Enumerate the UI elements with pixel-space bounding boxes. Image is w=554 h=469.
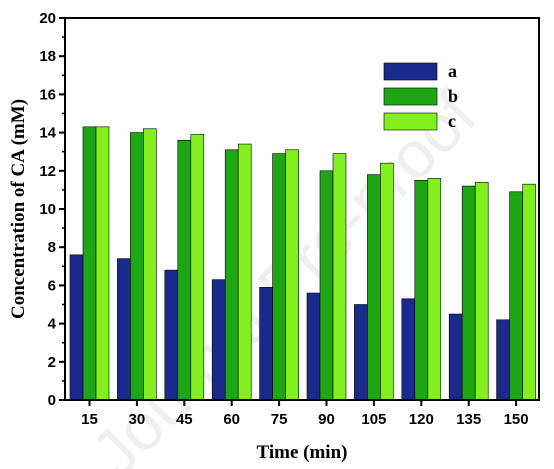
x-tick-label: 75 (271, 411, 288, 428)
y-tick-label: 16 (39, 86, 56, 103)
bar-b-135 (461, 185, 476, 401)
bar-a-150 (496, 319, 510, 401)
bar-a-120 (401, 298, 416, 401)
legend: abc (383, 61, 458, 131)
y-tick-label: 2 (48, 354, 56, 371)
bar-a-45 (164, 269, 179, 401)
x-axis-title: Time (min) (257, 442, 348, 463)
bar-c-150 (522, 183, 536, 401)
legend-label-c: c (448, 111, 456, 131)
y-axis-title: Concentration of CA (mM) (8, 99, 29, 319)
bar-c-45 (190, 134, 205, 401)
legend-label-b: b (448, 86, 458, 106)
x-tick-label: 30 (129, 411, 146, 428)
x-tick-label: 150 (504, 411, 529, 428)
legend-label-a: a (448, 61, 457, 81)
bar-a-15 (69, 254, 84, 401)
bar-a-105 (354, 304, 368, 401)
bar-c-15 (95, 126, 110, 401)
bar-c-30 (143, 128, 157, 401)
bars-group (69, 126, 536, 401)
bar-a-30 (117, 258, 131, 401)
bar-a-135 (448, 313, 463, 401)
x-tick-label: 105 (361, 411, 386, 428)
bar-b-75 (272, 153, 286, 401)
bar-c-75 (285, 149, 299, 401)
x-tick-label: 15 (81, 411, 98, 428)
bar-a-60 (211, 279, 226, 401)
y-tick-label: 12 (39, 163, 56, 180)
bar-c-60 (237, 143, 252, 401)
x-axis: 15 30 45 60 75 90 105 120 135 150 (81, 400, 529, 428)
bar-b-15 (82, 126, 97, 401)
x-tick-label: 45 (176, 411, 193, 428)
y-tick-label: 6 (48, 277, 56, 294)
bar-b-150 (509, 191, 523, 401)
x-tick-label: 120 (409, 411, 434, 428)
y-tick-label: 18 (39, 48, 56, 65)
bar-b-120 (414, 180, 429, 401)
y-tick-label: 0 (48, 392, 56, 409)
y-tick-label: 4 (48, 316, 57, 333)
bar-b-105 (367, 174, 381, 401)
bar-c-105 (380, 162, 394, 401)
bar-a-90 (306, 292, 321, 401)
bar-c-120 (427, 178, 442, 401)
x-tick-label: 60 (223, 411, 240, 428)
bar-b-90 (319, 170, 334, 401)
y-tick-label: 8 (48, 239, 56, 256)
bar-c-90 (332, 153, 347, 401)
bar-c-135 (474, 181, 489, 401)
bar-a-75 (259, 287, 273, 401)
y-tick-label: 14 (39, 125, 56, 142)
legend-swatch-a (383, 62, 438, 81)
legend-swatch-c (383, 112, 438, 131)
legend-swatch-b (383, 87, 438, 106)
bar-b-30 (130, 132, 144, 401)
bar-b-60 (224, 149, 239, 401)
y-axis: 0 2 4 6 8 10 12 14 16 18 20 (39, 10, 65, 409)
x-tick-label: 90 (318, 411, 335, 428)
y-tick-label: 10 (39, 201, 56, 218)
x-tick-label: 135 (456, 411, 481, 428)
y-tick-label: 20 (39, 10, 56, 27)
bar-b-45 (177, 139, 192, 401)
